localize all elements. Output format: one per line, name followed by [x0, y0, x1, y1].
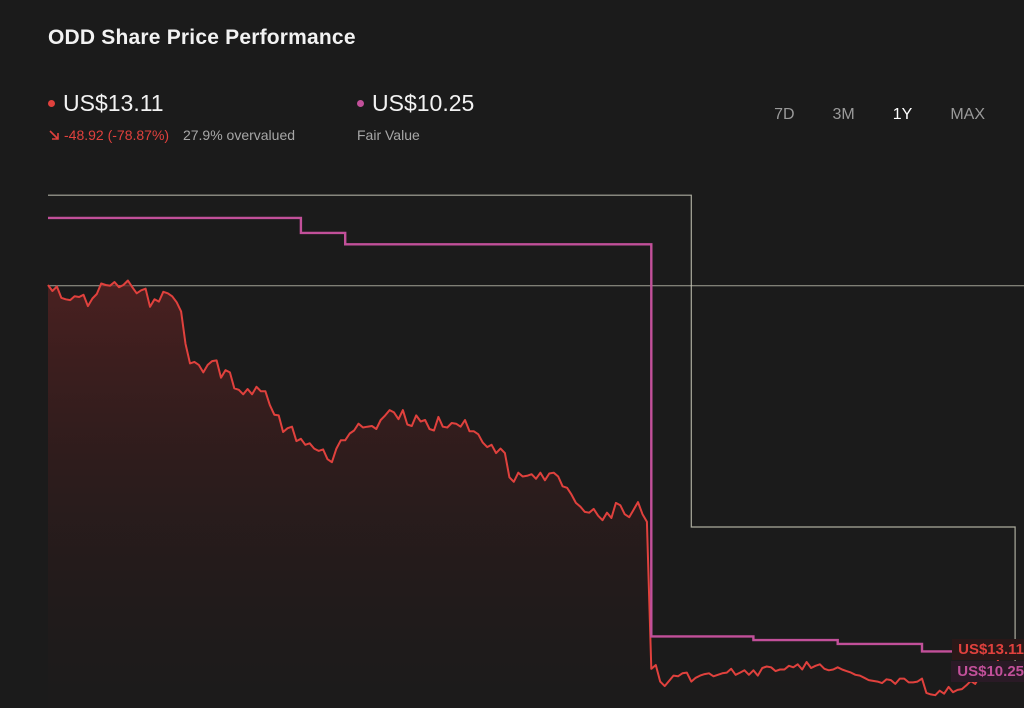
tab-max[interactable]: MAX: [950, 106, 985, 123]
share-price-line: [47, 279, 1024, 697]
price-change: -48.92 (-78.87%): [64, 127, 170, 143]
price-dot-icon: [48, 100, 55, 107]
price-summary: US$13.11 -48.92 (-78.87%) 27.9% overvalu…: [48, 90, 295, 143]
range-selector: 7D 3M 1Y MAX: [755, 106, 1004, 124]
share-price-area: [48, 280, 1024, 708]
fair-value-end-label: US$10.25: [951, 661, 1024, 682]
tab-3m[interactable]: 3M: [832, 106, 855, 123]
fair-value: US$10.25: [372, 90, 475, 116]
price-end-label: US$13.11: [952, 639, 1024, 660]
page-title: ODD Share Price Performance: [48, 26, 356, 49]
arrow-down-right-icon: [49, 130, 59, 140]
valuation-status: 27.9% overvalued: [182, 127, 296, 143]
fair-value-label: Fair Value: [357, 127, 420, 143]
tab-7d[interactable]: 7D: [774, 106, 795, 123]
fair-value-dot-icon: [357, 100, 364, 107]
share-price: US$13.11: [63, 90, 164, 116]
tab-1y[interactable]: 1Y: [892, 106, 913, 123]
fair-value-summary: US$10.25 Fair Value: [357, 90, 474, 143]
